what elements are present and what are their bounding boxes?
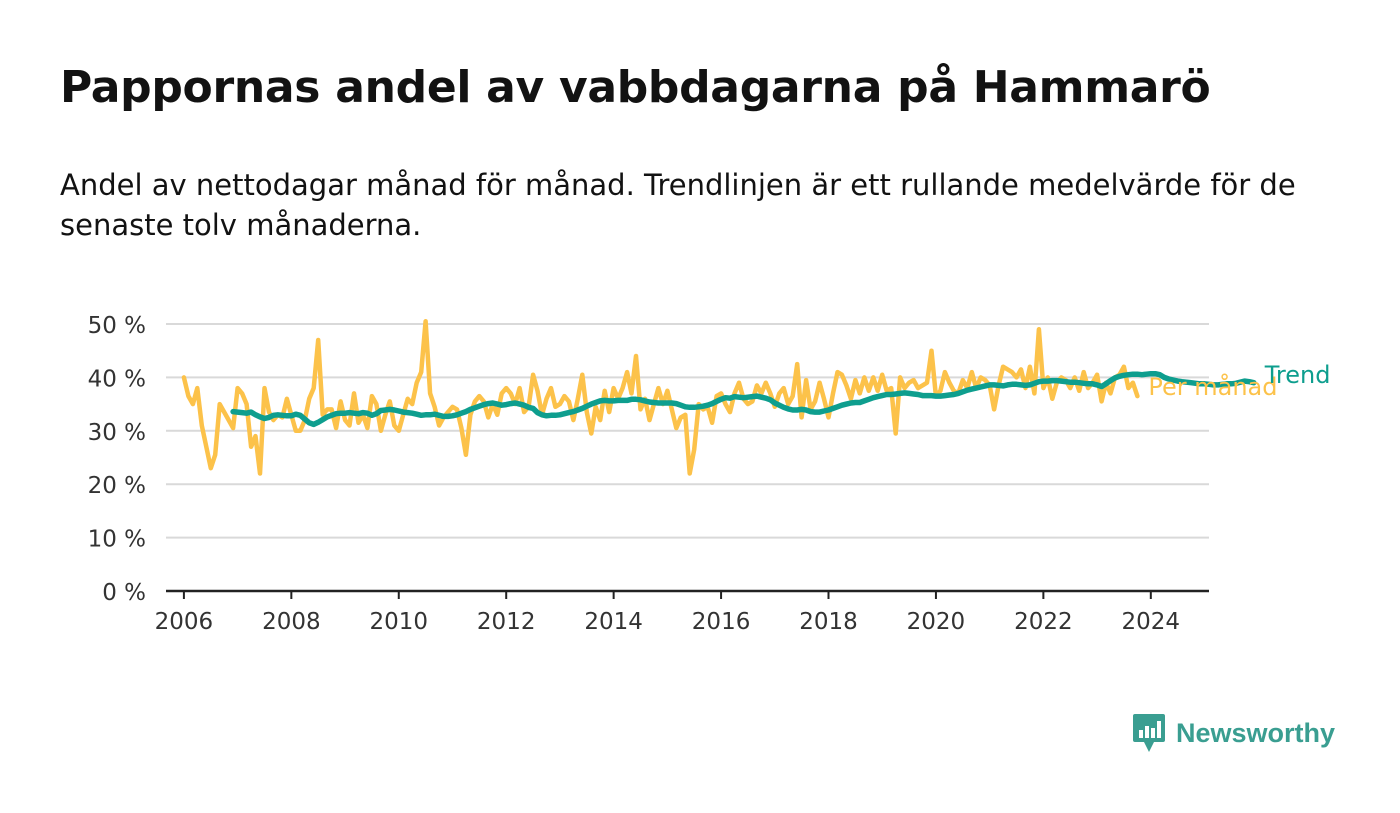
x-tick-label: 2018 bbox=[799, 609, 858, 635]
brand-logo: Newsworthy bbox=[1132, 712, 1335, 754]
series-label-trend: Trend bbox=[1264, 361, 1331, 389]
x-tick-label: 2008 bbox=[262, 609, 321, 635]
brand-name: Newsworthy bbox=[1176, 717, 1336, 748]
y-tick-label: 40 % bbox=[88, 366, 146, 392]
chart-subtitle: Andel av nettodagar månad för månad. Tre… bbox=[60, 168, 1296, 242]
y-tick-label: 20 % bbox=[88, 473, 146, 499]
x-tick-label: 2024 bbox=[1122, 609, 1181, 635]
x-tick-label: 2012 bbox=[477, 609, 536, 635]
y-tick-label: 10 % bbox=[88, 527, 146, 553]
series-label-monthly: Per månad bbox=[1148, 372, 1277, 401]
newsworthy-logo-icon bbox=[1133, 714, 1165, 752]
y-tick-label: 0 % bbox=[102, 580, 146, 606]
x-tick-label: 2010 bbox=[369, 609, 428, 635]
x-tick-label: 2006 bbox=[155, 609, 214, 635]
y-tick-label: 30 % bbox=[88, 420, 146, 446]
x-tick-label: 2014 bbox=[584, 609, 643, 635]
y-tick-label: 50 % bbox=[88, 313, 146, 339]
series-line-trend bbox=[230, 370, 1257, 428]
x-tick-label: 2022 bbox=[1014, 609, 1073, 635]
x-tick-label: 2016 bbox=[692, 609, 751, 635]
series-line-monthly bbox=[181, 319, 1140, 476]
x-tick-label: 2020 bbox=[907, 609, 966, 635]
chart-title: Pappornas andel av vabbdagarna på Hammar… bbox=[60, 62, 1211, 113]
